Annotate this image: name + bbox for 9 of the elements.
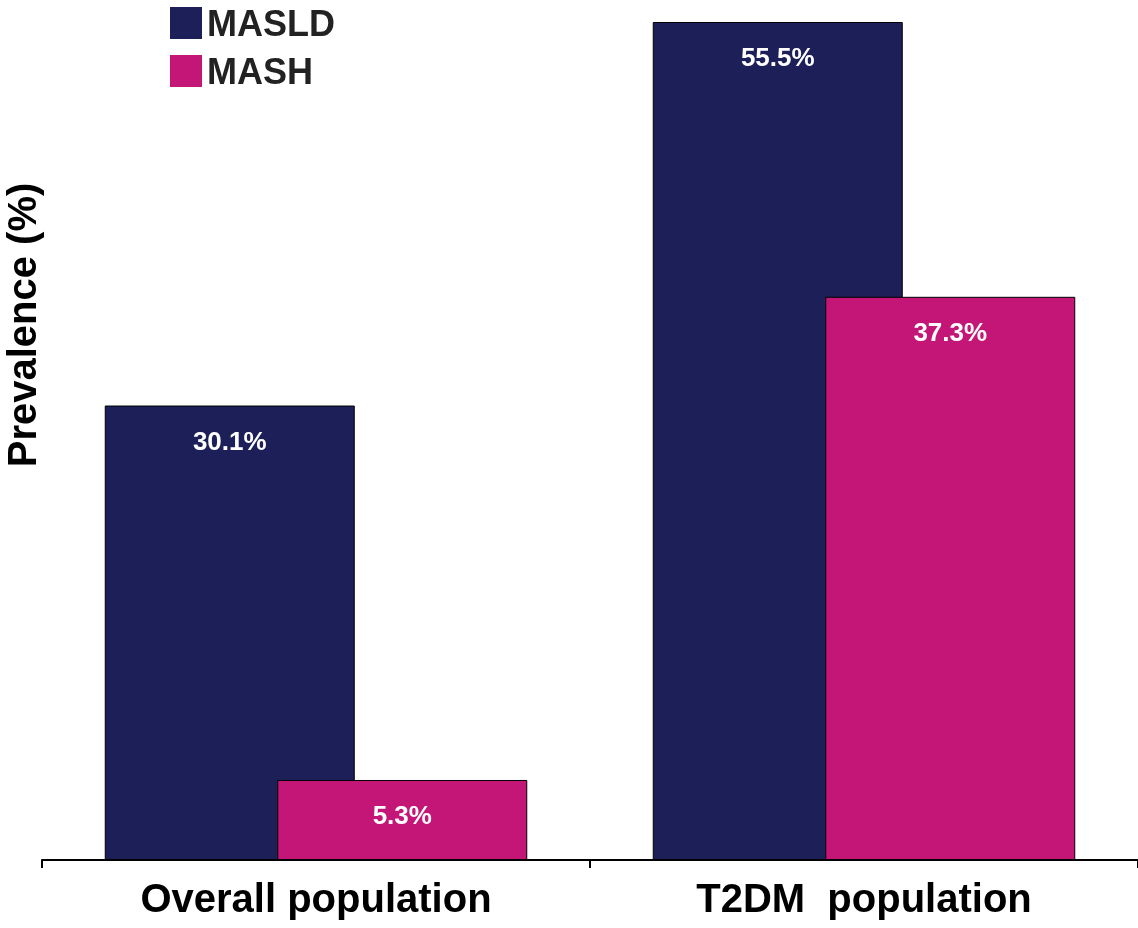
x-tick-label: Overall population xyxy=(140,876,492,920)
legend-label: MASH xyxy=(207,50,313,92)
data-label: 5.3% xyxy=(372,799,432,830)
legend-label: MASLD xyxy=(207,2,335,44)
y-axis-title: Prevalence (%) xyxy=(0,182,44,468)
data-label: 55.5% xyxy=(740,42,815,72)
data-label: 30.1% xyxy=(192,425,267,456)
data-label: 37.3% xyxy=(913,316,988,347)
x-tick-label: T2DM population xyxy=(696,876,1032,920)
